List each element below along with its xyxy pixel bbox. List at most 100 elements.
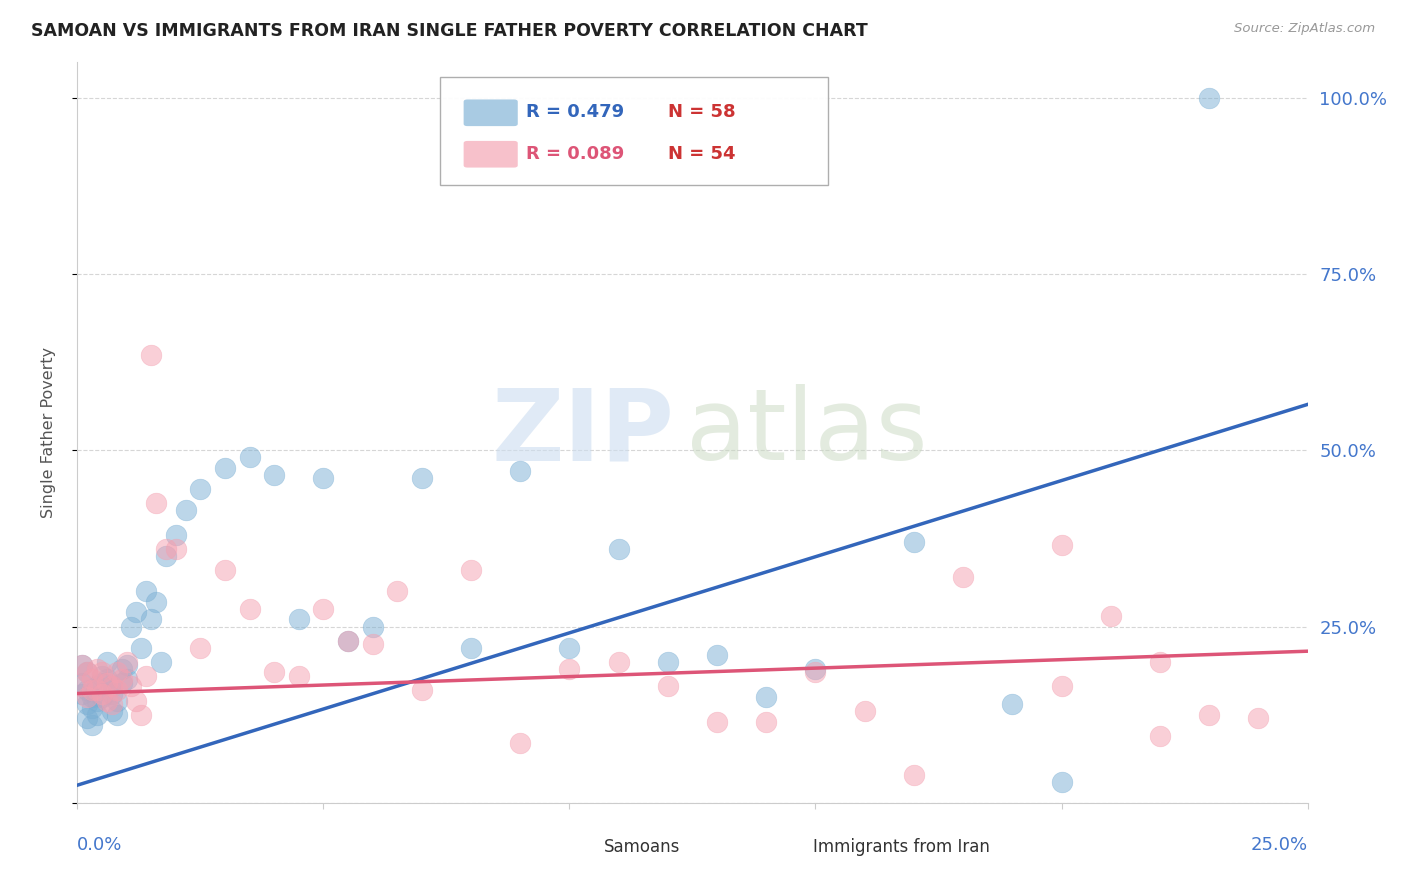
Point [239, 602, 262, 616]
Point [70, 676, 93, 690]
Point [1050, 538, 1073, 552]
Point [1198, 707, 1220, 722]
Point [86, 683, 108, 698]
Point [96, 673, 118, 687]
Point [90, 669, 114, 683]
Point [125, 693, 148, 707]
Point [755, 690, 778, 704]
Text: R = 0.089: R = 0.089 [526, 145, 624, 162]
Point [105, 693, 128, 707]
Point [101, 686, 124, 700]
Point [155, 541, 177, 556]
Point [115, 658, 138, 673]
Point [115, 673, 138, 687]
Point [214, 563, 236, 577]
Point [558, 640, 581, 655]
Point [312, 602, 335, 616]
Text: Source: ZipAtlas.com: Source: ZipAtlas.com [1234, 22, 1375, 36]
Text: N = 58: N = 58 [668, 103, 735, 121]
Point [755, 714, 778, 729]
Point [188, 640, 212, 655]
Text: 0.0%: 0.0% [77, 836, 122, 855]
Point [952, 570, 974, 584]
Point [70, 686, 93, 700]
Point [82, 718, 104, 732]
Point [70, 680, 93, 694]
Point [312, 471, 335, 485]
Point [121, 680, 143, 694]
Point [263, 467, 285, 482]
Point [141, 612, 163, 626]
Point [82, 673, 104, 687]
Point [1247, 711, 1270, 725]
Point [1099, 609, 1122, 624]
Point [804, 665, 827, 680]
FancyBboxPatch shape [464, 99, 517, 126]
Point [86, 693, 108, 707]
Point [141, 348, 163, 362]
Point [96, 655, 118, 669]
Text: Immigrants from Iran: Immigrants from Iran [813, 838, 990, 856]
Point [361, 619, 384, 633]
Point [105, 683, 128, 698]
Point [1149, 729, 1171, 743]
Point [385, 584, 409, 599]
Point [460, 563, 482, 577]
Point [135, 584, 157, 599]
Point [1198, 91, 1220, 105]
Point [214, 461, 236, 475]
Point [607, 541, 630, 556]
Point [411, 471, 433, 485]
Point [101, 697, 124, 711]
Point [96, 693, 118, 707]
Point [1149, 655, 1171, 669]
Point [82, 700, 104, 714]
Point [1050, 680, 1073, 694]
FancyBboxPatch shape [440, 78, 828, 185]
Point [288, 669, 311, 683]
Point [76, 683, 98, 698]
Point [125, 606, 148, 620]
Point [111, 662, 132, 676]
Point [657, 680, 679, 694]
Point [509, 736, 531, 750]
Point [155, 549, 177, 563]
Point [657, 655, 679, 669]
Point [90, 686, 114, 700]
Point [115, 655, 138, 669]
Point [1001, 697, 1024, 711]
Point [509, 464, 531, 478]
Point [174, 503, 197, 517]
Point [337, 633, 360, 648]
Point [558, 662, 581, 676]
Point [101, 680, 124, 694]
Point [145, 595, 167, 609]
Point [70, 658, 93, 673]
Point [86, 707, 108, 722]
Point [105, 707, 128, 722]
Point [263, 665, 285, 680]
Point [145, 496, 167, 510]
Point [96, 676, 118, 690]
Point [129, 640, 153, 655]
Point [82, 683, 104, 698]
Point [337, 633, 360, 648]
Point [361, 637, 384, 651]
Point [70, 658, 93, 673]
Point [288, 612, 311, 626]
Point [111, 673, 132, 687]
Text: ZIP: ZIP [491, 384, 673, 481]
Point [101, 704, 124, 718]
Point [76, 697, 98, 711]
Point [135, 669, 157, 683]
Point [1050, 774, 1073, 789]
FancyBboxPatch shape [464, 141, 517, 168]
Text: atlas: atlas [686, 384, 928, 481]
Point [239, 450, 262, 465]
Point [607, 655, 630, 669]
Point [105, 665, 128, 680]
Point [460, 640, 482, 655]
Point [706, 648, 728, 662]
FancyBboxPatch shape [547, 836, 599, 858]
Point [903, 535, 925, 549]
